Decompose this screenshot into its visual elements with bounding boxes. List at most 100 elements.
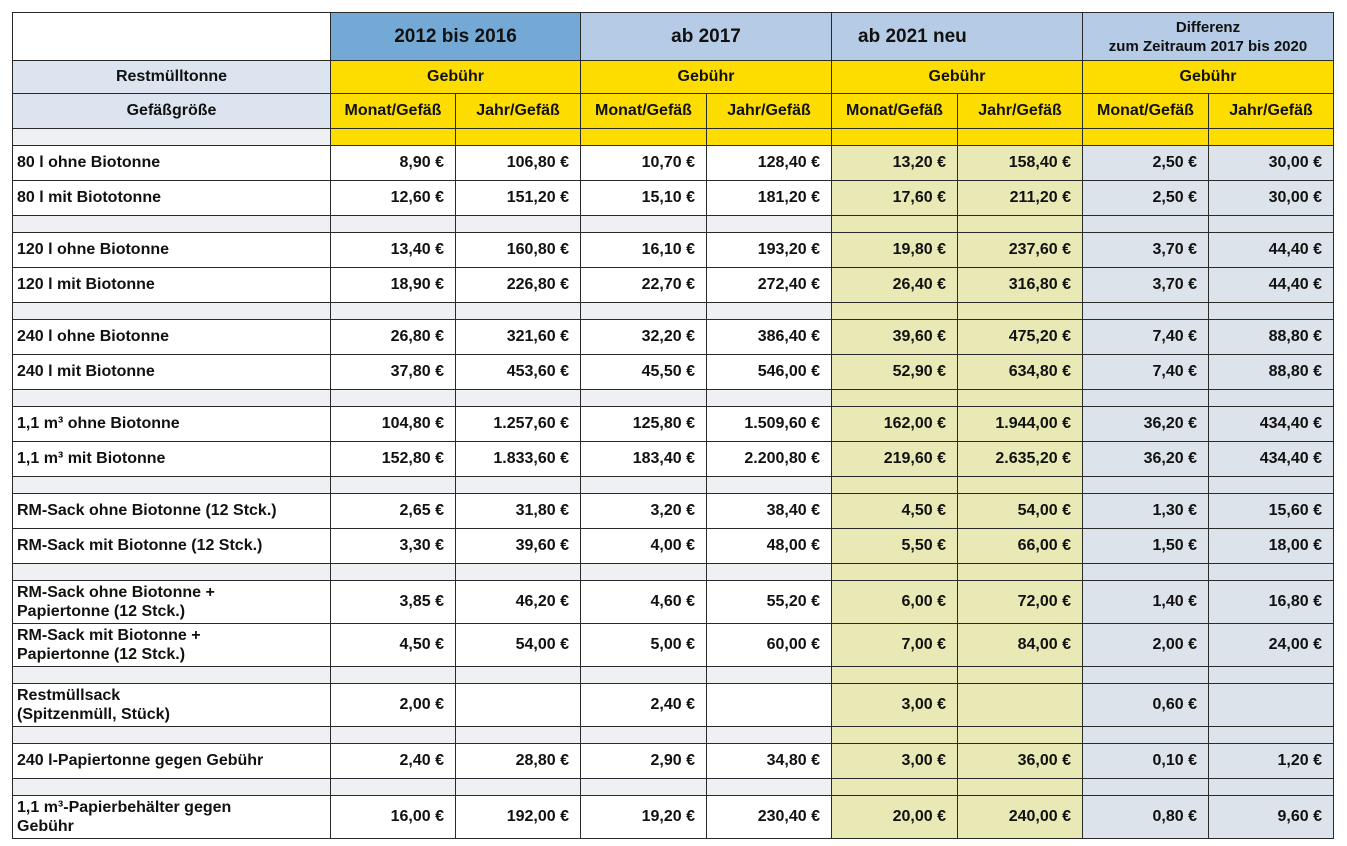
spacer-cell [706, 778, 832, 796]
spacer-cell [12, 302, 331, 320]
fee-value-cell: 16,10 € [580, 232, 707, 268]
spacer-cell [455, 666, 581, 684]
spacer-cell [1208, 563, 1334, 581]
spacer-cell [580, 778, 707, 796]
table-row: 240 l mit Biotonne 37,80 €453,60 €45,50 €… [12, 354, 1334, 390]
table-row: 1,1 m³ mit Biotonne 152,80 €1.833,60 €183… [12, 441, 1334, 477]
row-label-line2: (Spitzenmüll, Stück) [17, 706, 170, 723]
fee-value-cell: 104,80 € [330, 406, 456, 442]
row-label: Restmüllsack (Spitzenmüll, Stück) [12, 683, 331, 727]
row-label: 80 l mit Biototonne [12, 180, 331, 216]
table-row: 80 l ohne Biotonne 8,90 €106,80 €10,70 €1… [12, 145, 1334, 181]
table-row: 120 l mit Biotonne 18,90 €226,80 €22,70 €… [12, 267, 1334, 303]
fee-value-cell: 88,80 € [1208, 354, 1334, 390]
fee-value-cell: 44,40 € [1208, 267, 1334, 303]
row-label-line1: Restmüllsack [17, 687, 121, 704]
spacer-cell [12, 666, 331, 684]
fee-value-cell: 1,40 € [1082, 580, 1209, 624]
unit-monat: Monat/Gefäß [831, 93, 958, 129]
spacer-cell [831, 726, 958, 744]
spacer-cell [706, 726, 832, 744]
fee-value-cell: 45,50 € [580, 354, 707, 390]
fee-value-cell: 17,60 € [831, 180, 958, 216]
fee-value-cell: 1,30 € [1082, 493, 1209, 529]
fee-value-cell: 6,00 € [831, 580, 958, 624]
table-row: 120 l ohne Biotonne 13,40 €160,80 €16,10 … [12, 232, 1334, 268]
unit-jahr: Jahr/Gefäß [455, 93, 581, 129]
row-label: 240 l mit Biotonne [12, 354, 331, 390]
spacer-cell [1208, 302, 1334, 320]
fee-value-cell: 38,40 € [706, 493, 832, 529]
spacer-cell [455, 778, 581, 796]
table-row: 240 l ohne Biotonne 26,80 €321,60 €32,20 … [12, 319, 1334, 355]
fee-value-cell: 4,50 € [330, 623, 456, 667]
fee-value-cell: 48,00 € [706, 528, 832, 564]
fee-value-cell: 52,90 € [831, 354, 958, 390]
fee-value-cell: 1.944,00 € [957, 406, 1083, 442]
table-row: RM-Sack mit Biotonne + Papiertonne (12 St… [12, 623, 1334, 667]
fee-value-cell: 54,00 € [957, 493, 1083, 529]
fee-value-cell: 15,60 € [1208, 493, 1334, 529]
spacer-row [12, 666, 1334, 684]
fee-value-cell: 434,40 € [1208, 441, 1334, 477]
spacer-cell [831, 128, 958, 146]
fee-value-cell: 19,20 € [580, 795, 707, 839]
spacer-cell [706, 302, 832, 320]
fee-value-cell: 160,80 € [455, 232, 581, 268]
spacer-cell [12, 476, 331, 494]
fee-value-cell: 84,00 € [957, 623, 1083, 667]
header-row-periods: 2012 bis 2016 ab 2017 ab 2021 neu Differ… [12, 12, 1334, 61]
spacer-cell [1082, 128, 1209, 146]
spacer-cell [455, 563, 581, 581]
row-label-line2: Gebühr [17, 818, 74, 835]
fee-value-cell: 26,80 € [330, 319, 456, 355]
spacer-cell [1082, 302, 1209, 320]
spacer-cell [455, 302, 581, 320]
spacer-cell [831, 389, 958, 407]
fee-value-cell: 434,40 € [1208, 406, 1334, 442]
fee-value-cell: 3,20 € [580, 493, 707, 529]
row-label: 120 l mit Biotonne [12, 267, 331, 303]
spacer-cell [1208, 476, 1334, 494]
spacer-cell [455, 476, 581, 494]
fee-value-cell: 34,80 € [706, 743, 832, 779]
row-label-restmuelltonne: Restmülltonne [12, 60, 331, 94]
fee-value-cell: 7,40 € [1082, 319, 1209, 355]
fee-value-cell: 26,40 € [831, 267, 958, 303]
unit-monat: Monat/Gefäß [1082, 93, 1209, 129]
fee-value-cell: 13,20 € [831, 145, 958, 181]
fee-value-cell: 88,80 € [1208, 319, 1334, 355]
spacer-cell [1082, 389, 1209, 407]
fee-value-cell: 151,20 € [455, 180, 581, 216]
fee-value-cell: 10,70 € [580, 145, 707, 181]
row-label: 240 l-Papiertonne gegen Gebühr [12, 743, 331, 779]
spacer-cell [580, 476, 707, 494]
spacer-cell [957, 215, 1083, 233]
gebuehr-header: Gebühr [831, 60, 1083, 94]
fee-value-cell: 193,20 € [706, 232, 832, 268]
spacer-cell [1208, 215, 1334, 233]
fee-value-cell: 475,20 € [957, 319, 1083, 355]
fee-value-cell: 2,40 € [330, 743, 456, 779]
row-label: 1,1 m³ mit Biotonne [12, 441, 331, 477]
fee-value-cell: 0,80 € [1082, 795, 1209, 839]
fee-value-cell: 39,60 € [831, 319, 958, 355]
fee-value-cell: 3,00 € [831, 743, 958, 779]
spacer-cell [957, 476, 1083, 494]
spacer-cell [330, 476, 456, 494]
fee-value-cell: 4,00 € [580, 528, 707, 564]
fee-value-cell: 321,60 € [455, 319, 581, 355]
spacer-cell [12, 563, 331, 581]
fee-value-cell: 2,00 € [1082, 623, 1209, 667]
spacer-cell [831, 666, 958, 684]
fee-value-cell: 2,50 € [1082, 180, 1209, 216]
fee-value-cell: 66,00 € [957, 528, 1083, 564]
header-row-units: Gefäßgröße Monat/Gefäß Jahr/Gefäß Monat/… [12, 93, 1334, 129]
fee-value-cell: 46,20 € [455, 580, 581, 624]
table-row: 1,1 m³-Papierbehälter gegen Gebühr 16,00 €… [12, 795, 1334, 839]
row-label: 1,1 m³ ohne Biotonne [12, 406, 331, 442]
fee-value-cell: 158,40 € [957, 145, 1083, 181]
spacer-row [12, 476, 1334, 494]
row-label: 240 l ohne Biotonne [12, 319, 331, 355]
fee-value-cell: 39,60 € [455, 528, 581, 564]
